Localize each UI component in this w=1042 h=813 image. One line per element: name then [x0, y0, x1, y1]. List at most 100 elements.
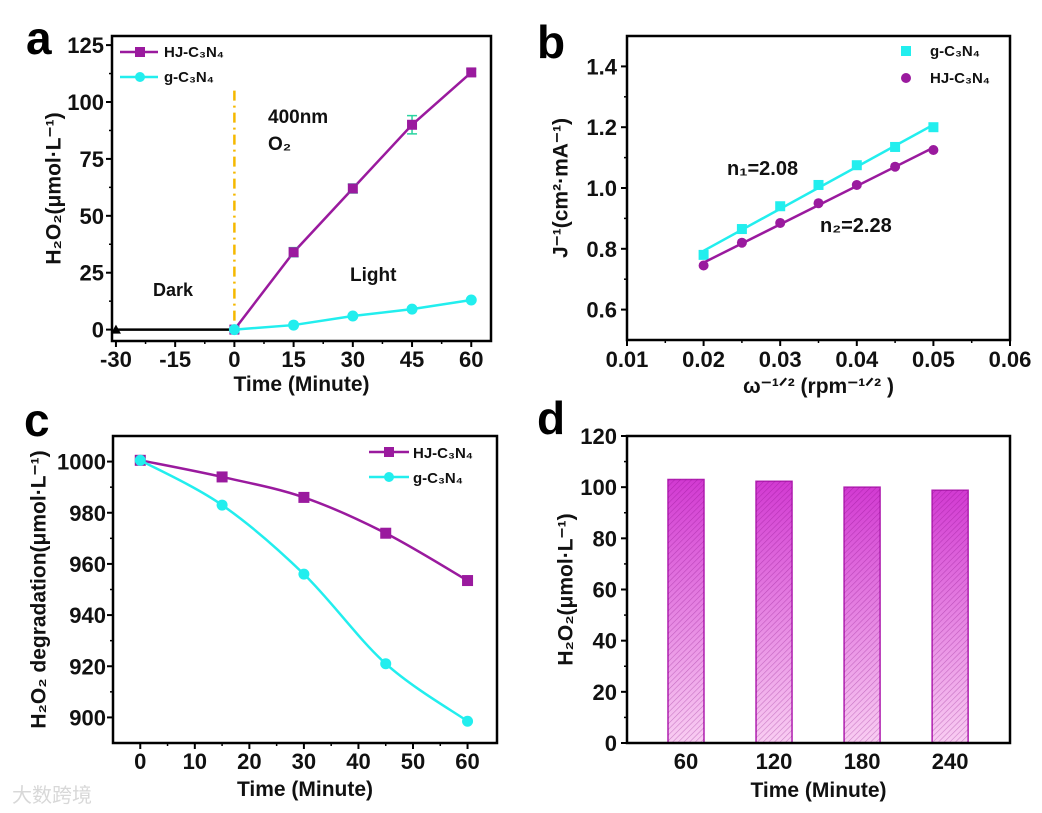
legend-label: g-C₃N₄ [164, 69, 214, 86]
data-point [928, 145, 939, 155]
y-tick-label: 1.0 [586, 176, 617, 201]
data-point [380, 658, 392, 670]
legend-label: HJ-C₃N₄ [930, 70, 990, 87]
light-annotation: Light [350, 265, 397, 286]
x-axis-label: Time (Minute) [750, 779, 886, 802]
y-axis-label: H₂O₂(μmol·L⁻¹) [43, 112, 66, 264]
y-axis-label: H₂O₂(μmol·L⁻¹) [555, 513, 578, 665]
y-tick-label: 120 [580, 424, 617, 449]
x-tick-label: 0.02 [682, 347, 725, 372]
legend-marker [135, 72, 145, 82]
bar-hatch [932, 490, 969, 743]
x-tick-label: 60 [674, 749, 698, 774]
legend-marker [901, 46, 911, 56]
x-tick-label: 0.01 [606, 347, 649, 372]
y-tick-label: 20 [593, 680, 617, 705]
x-tick-label: 0.06 [989, 347, 1032, 372]
y-tick-label: 60 [593, 578, 617, 603]
data-point [851, 160, 862, 171]
data-point [890, 141, 901, 152]
panel-label: d [537, 392, 565, 444]
data-point [736, 237, 747, 248]
x-tick-label: 15 [281, 347, 305, 372]
y-tick-label: 0.6 [586, 298, 617, 323]
n1-annotation: n₁=2.08 [727, 158, 798, 180]
watermark: 大数跨境 [12, 784, 92, 807]
data-point [216, 499, 228, 511]
data-point [288, 319, 300, 331]
panel-b: b 0.6 0.8 1.0 1.2 1.4 0.01 0.02 0.03 0.04 0.05 0.06… [537, 16, 1031, 398]
data-point [407, 119, 418, 130]
x-tick-label: -30 [100, 347, 132, 372]
data-point [698, 249, 709, 260]
bar-hatch [756, 481, 793, 743]
legend-marker [384, 447, 394, 457]
plot-frame [110, 34, 493, 343]
data-point [775, 217, 786, 228]
y-tick-label: 100 [67, 90, 104, 115]
data-point [851, 179, 862, 190]
y-tick-label: 0.8 [586, 237, 617, 262]
x-tick-label: 180 [844, 749, 881, 774]
x-tick-label: 20 [237, 749, 261, 774]
panel-label: b [537, 16, 565, 68]
y-tick-label: 1000 [57, 450, 106, 475]
y-tick-label: 25 [80, 261, 104, 286]
y-tick-label: 1.2 [586, 115, 617, 140]
x-tick-label: 60 [459, 347, 483, 372]
panel-c: c 900 920 940 960 980 1000 0 10 20 30 40 50 60 Time (M… [24, 394, 499, 801]
x-axis-label: ω⁻¹ᐟ² (rpm⁻¹ᐟ² ) [743, 375, 894, 398]
y-axis-label: J⁻¹(cm²·mA⁻¹) [550, 118, 573, 258]
legend-marker [901, 73, 911, 83]
x-tick-label: 0 [228, 347, 240, 372]
y-tick-label: 900 [69, 705, 106, 730]
dark-point [110, 324, 121, 334]
legend-label: HJ-C₃N₄ [413, 445, 473, 462]
x-tick-label: 10 [183, 749, 207, 774]
y-tick-label: 50 [80, 204, 104, 229]
x-axis-label: Time (Minute) [237, 778, 373, 801]
x-tick-label: -15 [159, 347, 191, 372]
data-point [462, 715, 474, 727]
panel-label: c [24, 394, 50, 446]
x-tick-label: 240 [932, 749, 969, 774]
y-tick-label: 0 [92, 318, 104, 343]
y-tick-label: 1.4 [586, 54, 617, 79]
x-tick-label: 0 [134, 749, 146, 774]
data-point [347, 310, 359, 322]
y-tick-label: 920 [69, 654, 106, 679]
n2-annotation: n₂=2.28 [820, 215, 892, 237]
data-point [216, 471, 228, 483]
data-point [890, 161, 901, 172]
panel-a: a 0 25 50 75 100 125 -30 -15 0 15 30 45 60 Time (Minut… [26, 12, 493, 396]
data-point [228, 324, 240, 336]
data-point [380, 527, 392, 539]
data-point [406, 303, 418, 315]
x-axis-label: Time (Minute) [233, 373, 369, 396]
data-point [698, 260, 709, 271]
data-point [288, 247, 299, 258]
bar-hatch [667, 479, 704, 743]
y-tick-label: 40 [593, 629, 617, 654]
plot-frame [111, 434, 499, 745]
x-tick-label: 50 [401, 749, 425, 774]
dark-annotation: Dark [153, 280, 194, 300]
data-point [466, 67, 477, 78]
data-point [813, 198, 824, 209]
data-point [298, 491, 310, 503]
bar-hatch [844, 487, 881, 743]
legend-marker [135, 47, 145, 57]
y-tick-label: 960 [69, 552, 106, 577]
data-point [465, 294, 477, 306]
data-point [775, 201, 786, 212]
x-tick-label: 0.03 [759, 347, 802, 372]
data-point [928, 122, 939, 133]
y-tick-label: 940 [69, 603, 106, 628]
y-tick-label: 125 [67, 33, 104, 58]
y-axis-label: H₂O₂ degradation(μmol·L⁻¹) [28, 450, 51, 728]
y-tick-label: 0 [605, 731, 617, 756]
x-tick-label: 30 [341, 347, 365, 372]
data-point [347, 183, 358, 194]
y-tick-label: 75 [80, 147, 104, 172]
